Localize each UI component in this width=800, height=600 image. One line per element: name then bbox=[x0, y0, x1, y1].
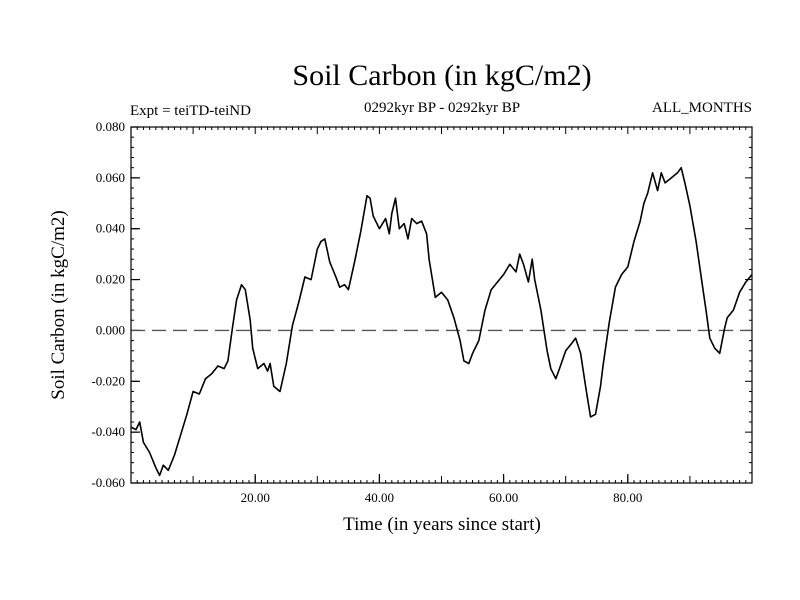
plot-frame bbox=[130, 126, 753, 484]
y-tick-label: -0.060 bbox=[91, 475, 125, 490]
chart-title: Soil Carbon (in kgC/m2) bbox=[292, 59, 591, 92]
y-tick-label: 0.060 bbox=[96, 170, 125, 185]
y-tick-label: 0.040 bbox=[96, 221, 125, 236]
y-tick-label: 0.000 bbox=[96, 322, 125, 337]
x-axis-label: Time (in years since start) bbox=[343, 514, 541, 535]
y-tick-label: -0.020 bbox=[91, 373, 125, 388]
subtitle-center: 0292kyr BP - 0292kyr BP bbox=[364, 100, 520, 116]
subtitle-left: Expt = teiTD-teiND bbox=[130, 103, 251, 119]
y-tick-label: -0.040 bbox=[91, 424, 125, 439]
y-tick-label: 0.080 bbox=[96, 119, 125, 134]
subtitle-right: ALL_MONTHS bbox=[652, 100, 752, 116]
x-tick-label: 80.00 bbox=[613, 490, 642, 505]
y-axis-label: Soil Carbon (in kgC/m2) bbox=[48, 210, 69, 399]
axes: 20.00 40.00 60.00 80.00 -0.060 -0.040 -0.020 0.… bbox=[91, 119, 752, 505]
x-tick-label: 60.00 bbox=[489, 490, 518, 505]
y-tick-label: 0.020 bbox=[96, 272, 125, 287]
x-tick-label: 20.00 bbox=[241, 490, 270, 505]
plot-area bbox=[130, 166, 753, 477]
series-line-soil-carbon bbox=[130, 166, 753, 477]
x-tick-label: 40.00 bbox=[365, 490, 394, 505]
